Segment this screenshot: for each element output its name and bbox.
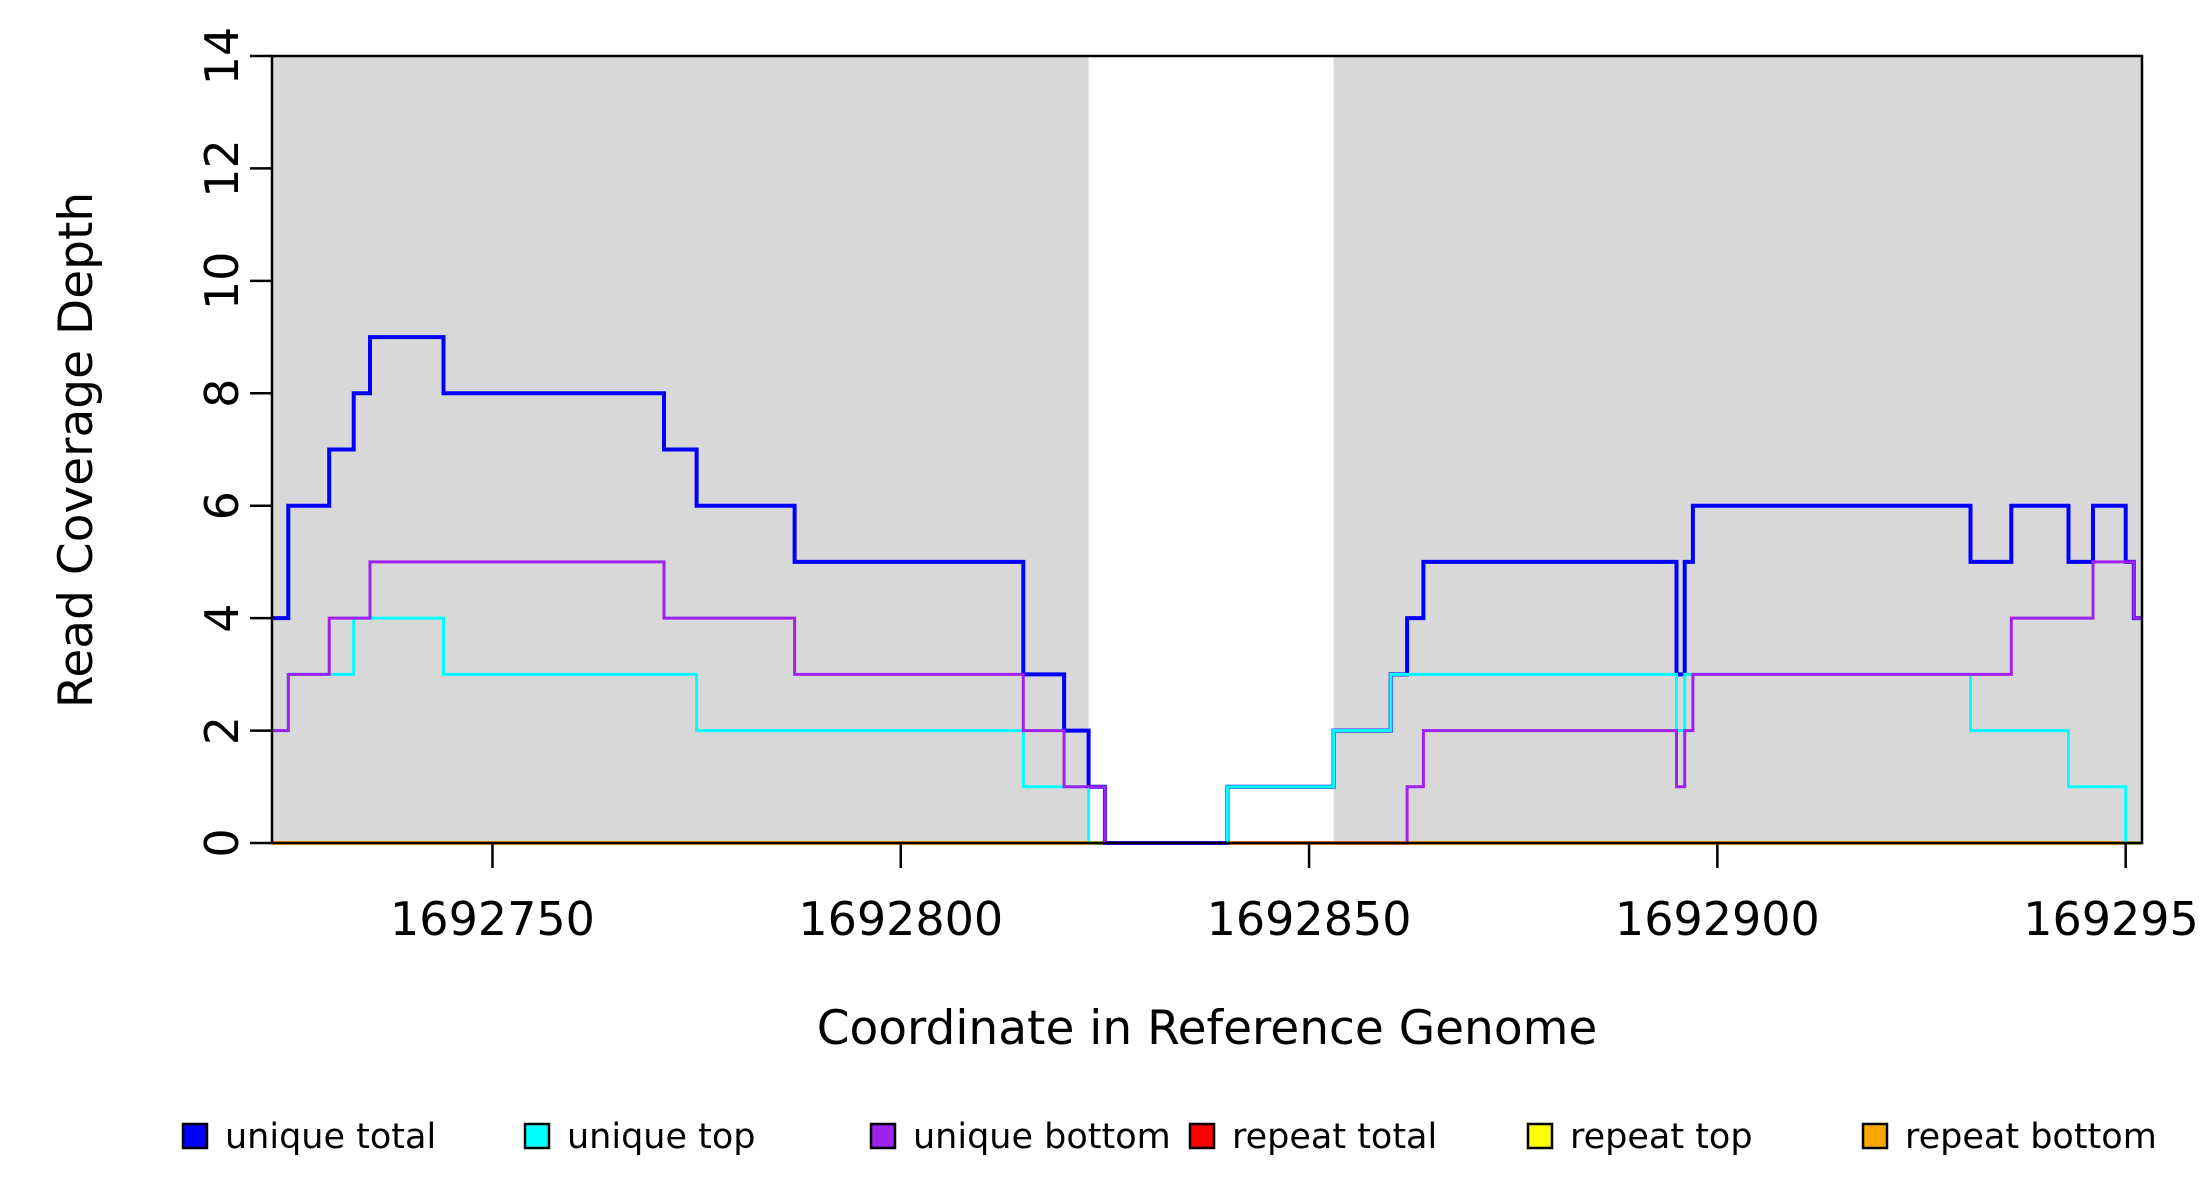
x-tick-label: 1692800	[798, 892, 1003, 946]
x-tick-label: 1692750	[390, 892, 595, 946]
legend-swatch-repeat-top	[1526, 1122, 1554, 1150]
legend-swatch-unique-top	[523, 1122, 551, 1150]
x-tick-label: 1692950	[2023, 892, 2200, 946]
series-line-unique-top	[272, 616, 2142, 845]
legend-swatch-unique-total	[181, 1122, 209, 1150]
legend: unique total unique top unique bottom repea…	[181, 1117, 2157, 1157]
legend-swatch-repeat-bottom	[1861, 1122, 1889, 1150]
y-tick-label: 12	[195, 139, 249, 198]
x-tick-label: 1692850	[1207, 892, 1412, 946]
plot-border	[270, 54, 2144, 845]
legend-label-repeat-top: repeat top	[1570, 1117, 1753, 1157]
legend-label-unique-bottom: unique bottom	[913, 1117, 1171, 1157]
legend-swatch-repeat-total	[1188, 1122, 1216, 1150]
y-tick-label: 10	[195, 252, 249, 311]
y-tick-label: 6	[195, 491, 249, 520]
shaded-region	[1333, 56, 2142, 843]
shaded-regions-layer	[272, 56, 2142, 843]
legend-label-repeat-bottom: repeat bottom	[1905, 1117, 2157, 1157]
y-axis-title: Read Coverage Depth	[49, 192, 104, 708]
y-tick-label: 0	[195, 828, 249, 857]
legend-label-repeat-total: repeat total	[1232, 1117, 1437, 1157]
x-tick-label: 1692900	[1615, 892, 1820, 946]
y-tick-label: 4	[195, 604, 249, 633]
y-tick-label: 2	[195, 716, 249, 745]
axes-layer: 0 2 4 6 8 10 12 14 1692750 1692800 1692850 1692900 1…	[195, 27, 2200, 946]
y-tick-label: 14	[195, 27, 249, 86]
legend-label-unique-total: unique total	[225, 1117, 436, 1157]
legend-swatch-unique-bottom	[869, 1122, 897, 1150]
y-tick-label: 8	[195, 379, 249, 408]
x-axis-title: Coordinate in Reference Genome	[817, 1001, 1598, 1056]
legend-label-unique-top: unique top	[567, 1117, 756, 1157]
